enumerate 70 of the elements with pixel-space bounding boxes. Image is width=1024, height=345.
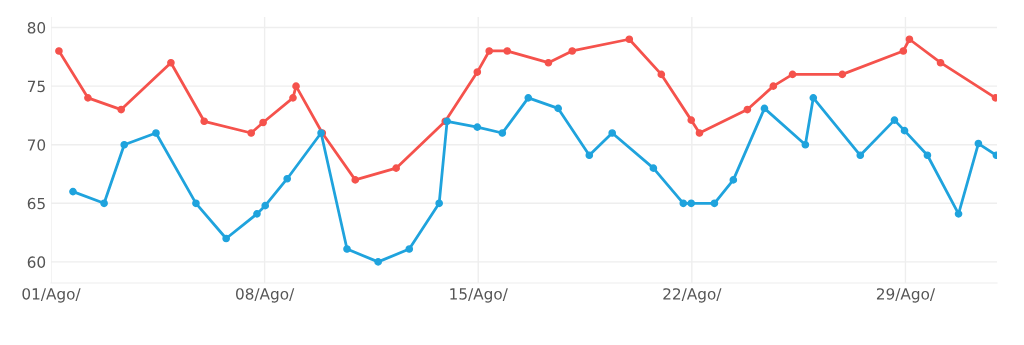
y-tick-label: 75 (27, 80, 45, 93)
x-tick-label: 01/Ago/ (22, 288, 81, 303)
point (192, 199, 200, 208)
point (954, 210, 963, 218)
point (343, 245, 351, 253)
point (608, 129, 617, 137)
x-tick-label: 15/Ago/ (450, 288, 508, 303)
point (687, 199, 696, 208)
point (554, 104, 562, 113)
point (687, 116, 696, 124)
point (524, 94, 533, 102)
point (856, 151, 865, 160)
point (152, 129, 160, 137)
y-tick-label: 70 (27, 139, 46, 151)
point (120, 140, 129, 149)
x-tick-label: 22/Ago/ (663, 288, 722, 303)
point (695, 129, 704, 137)
point (974, 139, 983, 148)
point (585, 151, 594, 160)
point (679, 199, 688, 208)
point (374, 258, 382, 266)
point (200, 117, 209, 126)
point (503, 47, 512, 55)
y-tick-label: 65 (27, 197, 45, 210)
point (923, 151, 932, 160)
x-tick-label: 29/Ago/ (876, 288, 936, 303)
point (809, 94, 818, 102)
point (625, 35, 634, 44)
point (69, 187, 77, 196)
point (473, 68, 482, 76)
y-tick-label: 60 (27, 256, 46, 268)
point (788, 70, 797, 79)
point (729, 176, 738, 184)
point (100, 199, 108, 208)
point (289, 94, 297, 102)
point (117, 105, 126, 114)
point (649, 164, 658, 172)
point (259, 118, 267, 127)
point (351, 176, 360, 184)
point (498, 129, 507, 137)
point (838, 70, 847, 79)
point (657, 70, 666, 79)
point (760, 104, 769, 113)
point (473, 123, 482, 131)
point (392, 164, 400, 172)
point (485, 47, 494, 55)
point (84, 94, 92, 102)
point (283, 174, 292, 183)
point (769, 82, 778, 90)
point (55, 47, 63, 55)
point (905, 35, 914, 44)
point (936, 58, 945, 67)
point (899, 47, 908, 55)
point (247, 129, 256, 137)
point (568, 47, 577, 55)
point (743, 105, 752, 114)
point (167, 58, 175, 67)
point (544, 58, 553, 67)
point (435, 199, 443, 208)
point (222, 234, 230, 243)
point (405, 245, 414, 253)
point (890, 116, 899, 124)
point (900, 126, 909, 135)
point (253, 210, 261, 218)
point (292, 82, 300, 90)
point (710, 199, 719, 208)
point (801, 140, 810, 149)
y-tick-label: 80 (27, 22, 46, 34)
point (261, 201, 270, 210)
x-tick-label: 08/Ago/ (236, 288, 295, 303)
